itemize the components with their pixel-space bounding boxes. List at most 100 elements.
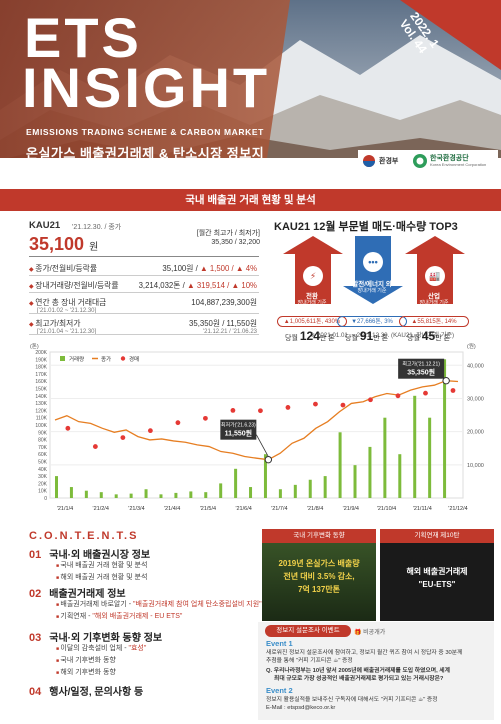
kau-row-value-sub: '21.12.21 / '21.06.23	[202, 329, 257, 335]
y-left-tick: 20K	[38, 481, 48, 487]
auction-dot	[147, 428, 153, 434]
volume-bar	[55, 476, 58, 498]
kau-row: 종가/전월비/등락률 35,100원 / ▲ 1,500 / ▲ 4%	[29, 263, 257, 274]
top3-amount-value: 45	[421, 329, 436, 343]
kau-row: 연간 총 장내 거래대금['21.01.02 ~ '21.12.30] 104,8…	[29, 297, 257, 314]
max-callout-value: 35,350원	[407, 368, 435, 377]
contents-item[interactable]: 국내 기후변화 동향	[56, 655, 115, 665]
event1-question-2: 최대 규모로 가장 성공적인 배출권거래제로 평가되고 있는 거래시장은?	[274, 676, 444, 682]
survey-event-box: 정보지 설문조사 이벤트 🎁 비공개가 Event 1 새로워진 정보지 설문조…	[258, 622, 494, 720]
top3-amount-prefix: 당월	[345, 335, 358, 342]
event2-email[interactable]: E-Mail : etspsd@keco.or.kr	[266, 705, 336, 711]
contents-item[interactable]: 해외 배출권 거래 현황 및 분석	[56, 572, 147, 582]
feature-card-line: 2019년 온실가스 배출량	[278, 559, 360, 568]
factory-icon: 🏭	[425, 266, 445, 286]
kau-row-value: 35,100원 / ▲ 1,500 / ▲ 4%	[162, 263, 257, 274]
volume-bar	[69, 487, 73, 498]
feature-card[interactable]: 국내 기후변화 동향 2019년 온실가스 배출량 전년 대비 3.5% 감소, 7억…	[262, 529, 376, 621]
volume-bar	[323, 476, 327, 498]
title-insight: INSIGHT	[22, 56, 271, 119]
event1-question-1: Q. 우리나라정부는 10년 앞서 2005년에 배출권거래제를 도입 하였으며…	[266, 668, 450, 674]
volume-bar	[278, 489, 282, 498]
top3-sector-sub: 장내거래 기준	[419, 300, 449, 306]
contents-item[interactable]: 국내 배출권 거래 현황 및 분석	[56, 560, 147, 570]
min-callout-value: 11,550원	[225, 429, 252, 438]
title-ets: ETS	[24, 6, 142, 69]
volume-bar	[174, 492, 178, 498]
volume-bar	[219, 483, 223, 498]
kau-range-label: [월간 최고가 / 최저가]	[196, 230, 260, 237]
event-badge: 🎁 비공개가	[354, 627, 385, 636]
volume-bar	[353, 465, 357, 498]
kau-row-value-plain: 3,214,032톤 /	[138, 281, 187, 290]
top3-amount-prefix: 당월	[407, 335, 420, 342]
top3-amount-value: 124	[299, 329, 320, 343]
contents-section-number: 04	[29, 686, 42, 698]
y-left-tick: 50K	[38, 460, 48, 466]
feature-card-line: "EU-ETS"	[418, 580, 456, 589]
top3-amount-unit: 만 톤	[373, 335, 389, 342]
feature-card-line: 전년 대비 3.5% 감소,	[283, 572, 355, 581]
volume-bar	[398, 454, 402, 498]
top3-amount-value: 91	[359, 329, 374, 343]
lightning-icon: ⚡	[303, 266, 323, 286]
auction-dot	[203, 415, 208, 421]
contents-item-text: 배출권거래제 바로알기 -	[60, 601, 133, 608]
auction-dot	[258, 408, 263, 414]
contents-item-text: 국내 배출권 거래 현황 및 분석	[60, 562, 148, 569]
y-left-tick: 90K	[38, 430, 48, 436]
y-left-tick: 200K	[35, 350, 47, 356]
contents-item[interactable]: 배출권거래제 바로알기 - "배출권거래제 참여 업체 탄소중립설비 지원"	[56, 599, 262, 609]
top3-amount: 당월 45만 톤	[407, 329, 450, 343]
auction-dot	[92, 444, 98, 449]
y-left-tick: 40K	[38, 467, 48, 473]
y-left-tick: 140K	[35, 394, 47, 400]
kau-price: 35,100 원	[29, 234, 98, 255]
kau-row: 장내거래량/전월비/등락률 3,214,032톤 / ▲ 319,514 / ▲ …	[29, 280, 257, 291]
auction-dot	[285, 405, 291, 410]
y-left-tick: 30K	[38, 474, 48, 480]
auction-dot	[313, 401, 318, 407]
volume-bar	[413, 395, 417, 498]
kau-row-value-plain: 35,100원 /	[162, 264, 200, 273]
auction-dot	[65, 425, 71, 431]
contents-item[interactable]: 기획연재 - "해외 배출권거래제 - EU ETS"	[56, 611, 182, 621]
top3-change: ▼27,666톤, 3%	[337, 316, 407, 327]
top3-amount: 당월 124만 톤	[285, 329, 335, 343]
volume-bar	[368, 446, 372, 498]
contents-section: 01 국내·외 배출권시장 정보	[29, 546, 150, 561]
x-tick: '21/2/4	[93, 506, 109, 512]
top3-sector: 산업	[428, 293, 440, 300]
contents-section-title: 행사/일정, 문의사항 등	[49, 687, 144, 698]
y-right-tick: 20,000	[467, 430, 484, 436]
feature-card-header: 기획연재 제10탄	[380, 529, 494, 543]
x-tick: '21/11/4	[413, 506, 432, 512]
kau-row-label: 연간 총 장내 거래대금	[29, 298, 106, 307]
contents-heading: C.O.N.T.E.N.T.S	[29, 530, 139, 542]
x-tick: '21/10/4	[377, 506, 396, 512]
contents-item-highlight: "배출권거래제 참여 업체 탄소중립설비 지원"	[133, 601, 262, 608]
kau-price-value: 35,100	[29, 234, 85, 254]
x-tick: '21/3/4	[128, 506, 144, 512]
ministry-emblem-icon	[363, 155, 375, 167]
contents-item-highlight: "해외 배출권거래제 - EU ETS"	[92, 613, 183, 620]
volume-bar	[84, 490, 88, 498]
contents-item-text: 기획연재 -	[60, 613, 93, 620]
y-left-tick: 110K	[36, 416, 48, 422]
contents-item[interactable]: 해외 기후변화 동향	[56, 667, 115, 677]
volume-bar	[338, 432, 342, 498]
kau-row-value-plain: 35,350원 / 11,550원	[189, 319, 257, 328]
contents-section-number: 01	[29, 549, 42, 561]
volume-bar	[99, 492, 103, 498]
contents-item-highlight: "효성"	[128, 645, 147, 652]
kau-row: 최고가/최저가['21.01.04 ~ '21.12.30] 35,350원 / …	[29, 318, 257, 335]
legend-label: 경매	[129, 355, 139, 363]
feature-card-line: 해외 배출권거래제	[406, 567, 468, 576]
contents-item[interactable]: 이달의 감축설비 업체 - "효성"	[56, 643, 146, 653]
gift-icon: 🎁	[354, 630, 362, 636]
legend-label: 종가	[101, 355, 111, 363]
min-callout-line	[256, 434, 269, 457]
volume-bar	[234, 468, 238, 498]
